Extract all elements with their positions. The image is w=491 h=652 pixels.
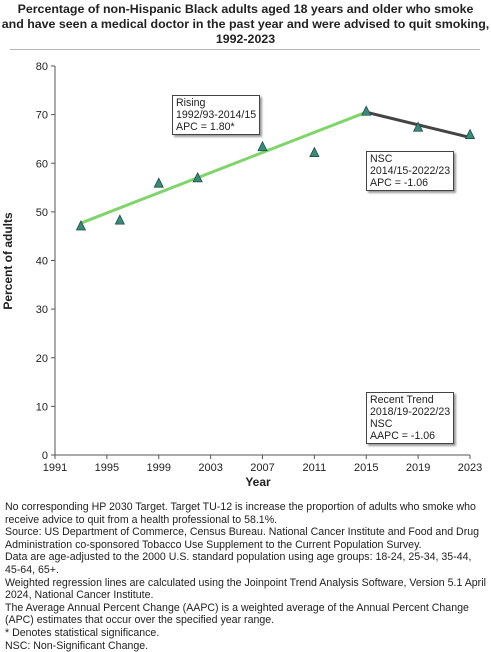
annotation-line: AAPC = -1.06 — [370, 430, 436, 442]
chart-title-line: Percentage of non-Hispanic Black adults … — [17, 2, 474, 16]
chart-title-line: 1992-2023 — [215, 32, 276, 46]
x-axis-label: Year — [245, 475, 271, 489]
annotation-line: APC = 1.80* — [176, 121, 235, 133]
x-tick-label: 1999 — [147, 462, 171, 474]
annotation-line: APC = -1.06 — [370, 177, 429, 189]
annotation-line: NSC — [370, 418, 393, 430]
chart-plot: 0 10 20 30 40 50 60 70 80 1991 1995 1999 2003 2007 201… — [1, 61, 482, 489]
x-tick-label: 1991 — [43, 462, 67, 474]
chart-title: Percentage of non-Hispanic Black adults … — [0, 2, 491, 47]
title-divider — [10, 49, 480, 50]
chart-axes: 0 10 20 30 40 50 60 70 80 1991 1995 1999 2003 2007 201… — [36, 61, 482, 474]
y-tick-label: 0 — [42, 450, 48, 462]
y-tick-label: 30 — [36, 304, 48, 316]
chart-title-line: and have seen a medical doctor in the pa… — [1, 17, 490, 31]
x-tick-label: 2023 — [458, 462, 482, 474]
data-point — [75, 220, 87, 231]
annotation-nsc: NSC 2014/15-2022/23 APC = -1.06 — [366, 151, 455, 191]
data-point — [192, 171, 203, 183]
annotation-line: 2018/19-2022/23 — [370, 406, 451, 418]
annotation-recent-trend: Recent Trend 2018/19-2022/23 NSC AAPC = … — [366, 392, 455, 444]
y-tick-label: 40 — [36, 256, 48, 268]
annotation-rising: Rising 1992/93-2014/15 APC = 1.80* — [172, 95, 261, 135]
y-axis-label: Percent of adults — [1, 212, 15, 310]
footnote: Data are age-adjusted to the 2000 U.S. s… — [5, 551, 472, 576]
footnote: The Average Annual Percent Change (AAPC)… — [5, 601, 469, 627]
data-markers — [75, 105, 476, 231]
data-point — [464, 128, 476, 139]
x-tick-label: 2003 — [198, 462, 222, 474]
footnote: * Denotes statistical significance. — [5, 626, 160, 639]
x-tick-label: 1995 — [95, 462, 119, 474]
data-point — [412, 121, 424, 132]
y-tick-label: 60 — [36, 158, 48, 170]
footnotes: No corresponding HP 2030 Target. Target … — [5, 501, 489, 652]
y-tick-label: 20 — [36, 353, 48, 365]
x-tick-label: 2011 — [303, 462, 327, 474]
annotation-line: Rising — [176, 97, 206, 109]
y-tick-label: 50 — [36, 207, 48, 219]
y-tick-label: 80 — [36, 61, 48, 73]
annotation-line: 1992/93-2014/15 — [176, 109, 257, 121]
x-tick-label: 2019 — [406, 462, 430, 474]
annotation-line: NSC — [370, 153, 393, 165]
x-tick-label: 2015 — [354, 462, 378, 474]
data-point — [361, 105, 372, 116]
data-point — [153, 177, 164, 188]
annotation-line: 2014/15-2022/23 — [370, 165, 451, 177]
footnote: No corresponding HP 2030 Target. Target … — [5, 501, 476, 526]
trend-line — [79, 110, 368, 225]
footnote: Source: US Department of Commerce, Censu… — [5, 526, 480, 551]
footnote: Weighted regression lines are calculated… — [5, 576, 486, 602]
data-point — [257, 140, 268, 152]
annotation-line: Recent Trend — [370, 394, 434, 406]
data-point — [309, 146, 320, 157]
y-tick-label: 10 — [36, 401, 48, 413]
y-tick-label: 70 — [36, 110, 48, 122]
data-point — [114, 214, 125, 225]
x-tick-label: 2007 — [250, 462, 274, 474]
